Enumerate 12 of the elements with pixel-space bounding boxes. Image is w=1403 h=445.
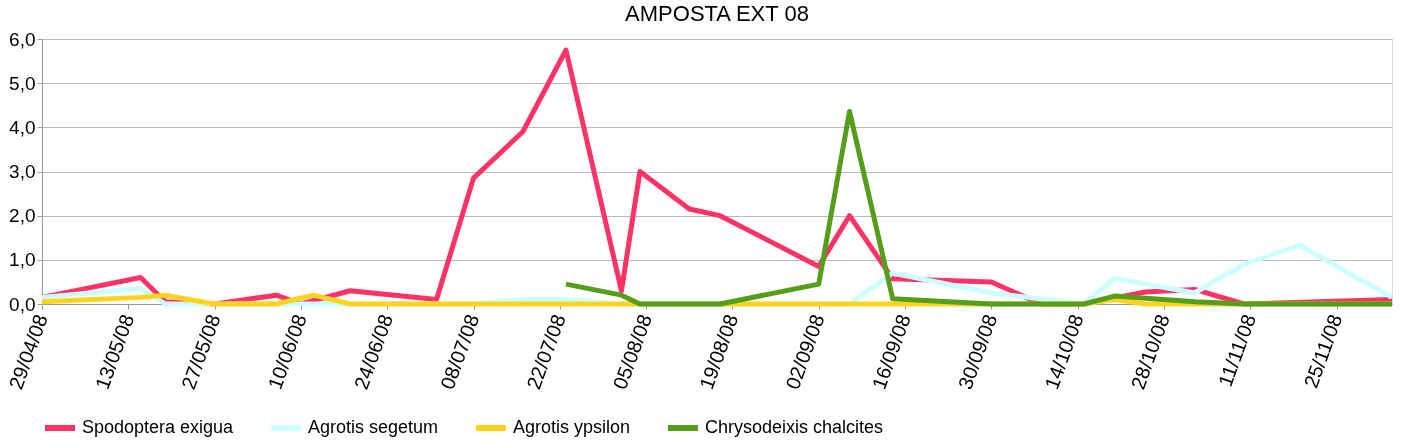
legend-label: Spodoptera exigua — [82, 417, 235, 437]
y-tick-label: 1,0 — [9, 249, 36, 271]
legend-label: Agrotis ypsilon — [513, 417, 631, 437]
y-tick-label: 2,0 — [9, 205, 36, 227]
y-tick-label: 3,0 — [9, 161, 36, 182]
y-tick-label: 0,0 — [9, 293, 36, 315]
legend-label: Agrotis segetum — [308, 417, 439, 437]
y-tick-label: 5,0 — [9, 72, 36, 94]
y-tick-label: 4,0 — [9, 116, 36, 138]
y-tick-label: 6,0 — [9, 28, 36, 50]
legend-label: Chrysodeixis chalcites — [705, 417, 884, 437]
chart-title: AMPOSTA EXT 08 — [625, 1, 809, 26]
